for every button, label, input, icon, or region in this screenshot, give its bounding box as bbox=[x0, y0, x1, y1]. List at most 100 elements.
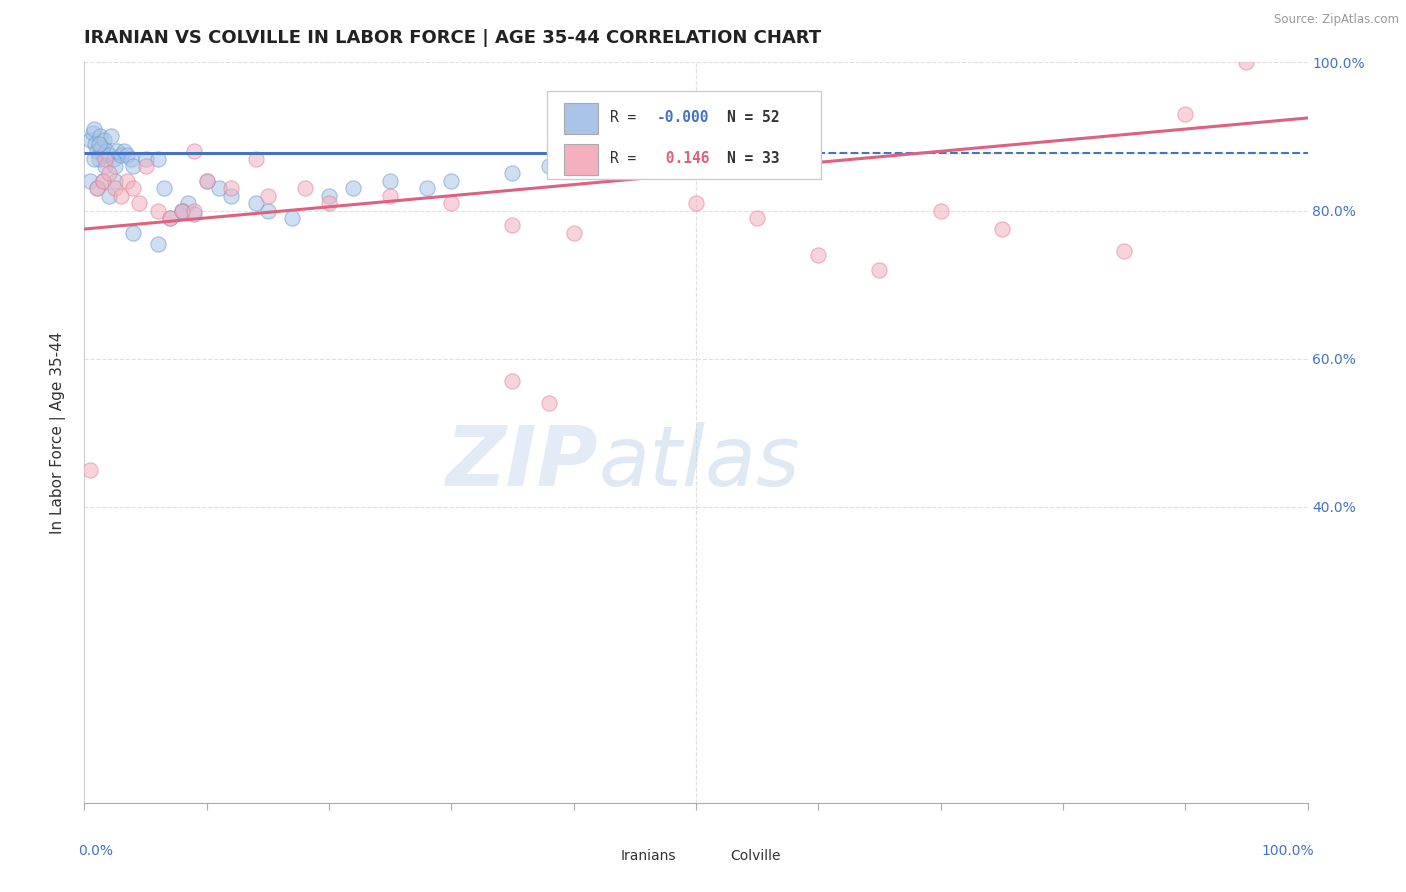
Text: R =: R = bbox=[610, 151, 645, 166]
Point bbox=[115, 174, 138, 188]
Point bbox=[128, 196, 150, 211]
Point bbox=[245, 196, 267, 211]
Y-axis label: In Labor Force | Age 35-44: In Labor Force | Age 35-44 bbox=[49, 332, 66, 533]
Text: -0.000: -0.000 bbox=[657, 110, 709, 125]
Point bbox=[79, 174, 101, 188]
Point bbox=[94, 152, 117, 166]
Point bbox=[219, 181, 242, 195]
Point bbox=[135, 159, 157, 173]
FancyBboxPatch shape bbox=[696, 847, 718, 866]
Point bbox=[219, 188, 242, 202]
Point bbox=[110, 188, 132, 202]
Point bbox=[172, 203, 194, 218]
Point bbox=[172, 203, 194, 218]
Point bbox=[105, 145, 128, 159]
Text: IRANIAN VS COLVILLE IN LABOR FORCE | AGE 35-44 CORRELATION CHART: IRANIAN VS COLVILLE IN LABOR FORCE | AGE… bbox=[84, 29, 821, 47]
Point bbox=[87, 152, 110, 166]
Text: Colville: Colville bbox=[730, 849, 780, 863]
FancyBboxPatch shape bbox=[564, 103, 598, 134]
Point bbox=[91, 174, 114, 188]
Point bbox=[318, 188, 340, 202]
Point bbox=[83, 122, 105, 136]
Text: 100.0%: 100.0% bbox=[1261, 844, 1313, 857]
Point bbox=[195, 174, 218, 188]
Point bbox=[208, 181, 231, 195]
FancyBboxPatch shape bbox=[547, 91, 821, 178]
Point bbox=[159, 211, 181, 225]
Point bbox=[86, 145, 108, 159]
Point bbox=[538, 159, 561, 173]
Point bbox=[869, 262, 891, 277]
Point bbox=[245, 152, 267, 166]
Point bbox=[122, 159, 145, 173]
Point bbox=[1236, 55, 1258, 70]
Point bbox=[294, 181, 316, 195]
Point bbox=[502, 166, 524, 180]
Text: atlas: atlas bbox=[598, 422, 800, 503]
Text: R =: R = bbox=[610, 110, 645, 125]
Point bbox=[1174, 107, 1197, 121]
Point bbox=[91, 174, 114, 188]
Point bbox=[87, 136, 110, 151]
Point bbox=[177, 196, 200, 211]
Point bbox=[100, 129, 122, 144]
Point bbox=[91, 148, 114, 162]
Point bbox=[172, 203, 194, 218]
Point bbox=[502, 374, 524, 388]
Point bbox=[115, 148, 138, 162]
Point bbox=[153, 181, 176, 195]
Point bbox=[159, 211, 181, 225]
FancyBboxPatch shape bbox=[564, 144, 598, 175]
Point bbox=[82, 126, 104, 140]
Point bbox=[84, 136, 107, 151]
Point bbox=[146, 236, 169, 251]
Point bbox=[416, 181, 439, 195]
Point bbox=[183, 145, 205, 159]
Point bbox=[97, 148, 120, 162]
Point bbox=[93, 133, 115, 147]
Text: 0.146: 0.146 bbox=[657, 151, 709, 166]
Point bbox=[104, 174, 127, 188]
Point bbox=[318, 196, 340, 211]
Point bbox=[110, 148, 132, 162]
Point bbox=[104, 159, 127, 173]
Point bbox=[97, 166, 120, 180]
Point bbox=[685, 196, 707, 211]
Point bbox=[342, 181, 364, 195]
Point bbox=[104, 181, 127, 195]
Point bbox=[146, 152, 169, 166]
Point bbox=[440, 196, 463, 211]
Point bbox=[183, 207, 205, 221]
Point bbox=[1114, 244, 1136, 259]
Point bbox=[86, 181, 108, 195]
Point bbox=[562, 226, 585, 240]
Point bbox=[103, 152, 125, 166]
Point bbox=[257, 203, 280, 218]
Point bbox=[79, 462, 101, 476]
Point bbox=[97, 188, 120, 202]
Point bbox=[120, 152, 142, 166]
Text: Iranians: Iranians bbox=[620, 849, 676, 863]
Point bbox=[83, 152, 105, 166]
Point bbox=[502, 219, 524, 233]
FancyBboxPatch shape bbox=[586, 847, 607, 866]
Point bbox=[112, 145, 135, 159]
Point bbox=[929, 203, 952, 218]
Point bbox=[380, 188, 402, 202]
Point bbox=[195, 174, 218, 188]
Point bbox=[257, 188, 280, 202]
Point bbox=[538, 396, 561, 410]
Point bbox=[122, 226, 145, 240]
Point bbox=[122, 181, 145, 195]
Point bbox=[747, 211, 769, 225]
Point bbox=[96, 145, 118, 159]
Text: N = 33: N = 33 bbox=[727, 151, 779, 166]
Point bbox=[89, 129, 111, 144]
Point bbox=[90, 140, 112, 154]
Point bbox=[94, 159, 117, 173]
Point bbox=[146, 203, 169, 218]
Text: 0.0%: 0.0% bbox=[79, 844, 114, 857]
Point bbox=[79, 133, 101, 147]
Text: ZIP: ZIP bbox=[446, 422, 598, 503]
Point bbox=[135, 152, 157, 166]
